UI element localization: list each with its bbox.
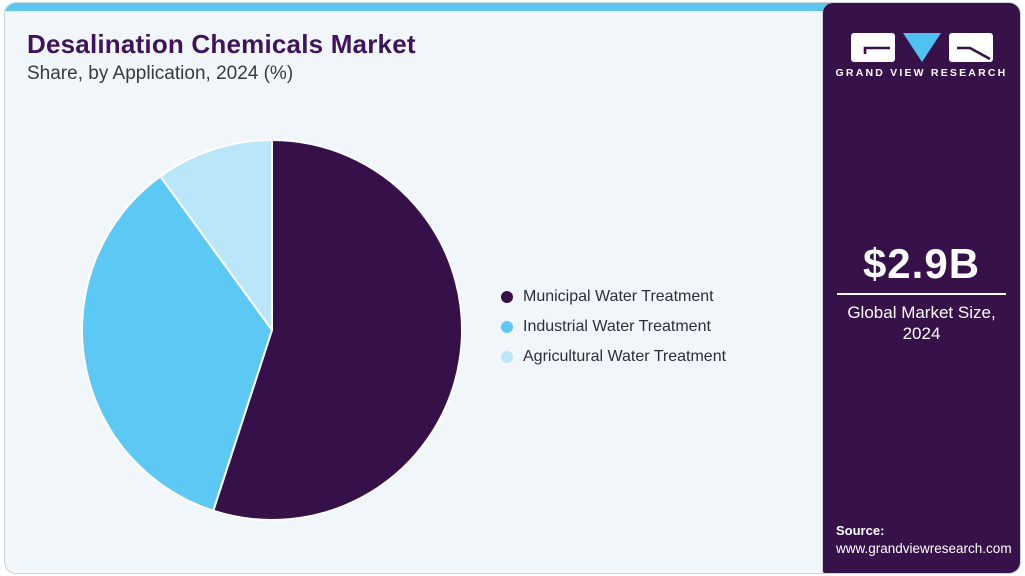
market-size-label: Global Market Size, 2024	[847, 303, 996, 343]
logo-v-triangle-icon	[902, 32, 942, 63]
page-title: Desalination Chemicals Market	[27, 29, 416, 59]
source-label: Source:	[836, 523, 885, 538]
legend-item-agricultural: Agricultural Water Treatment	[501, 346, 726, 368]
brand-sidebar: GRAND VIEW RESEARCH $2.9B Global Market …	[823, 3, 1020, 573]
industrial-color-dot-icon	[501, 321, 513, 333]
pie-slice-2	[159, 139, 273, 331]
market-size-divider	[837, 293, 1006, 295]
agricultural-color-dot-icon	[501, 351, 513, 363]
pie-slice-1	[81, 175, 273, 512]
logo-g-tile-icon	[850, 33, 895, 62]
pie-chart	[81, 139, 463, 521]
page-subtitle: Share, by Application, 2024 (%)	[27, 63, 294, 84]
legend-item-industrial: Industrial Water Treatment	[501, 316, 726, 338]
legend-label: Municipal Water Treatment	[523, 288, 714, 305]
legend-label: Agricultural Water Treatment	[523, 348, 727, 365]
chart-legend: Municipal Water Treatment Industrial Wat…	[501, 286, 726, 376]
legend-label: Industrial Water Treatment	[523, 318, 711, 335]
market-size-value: $2.9B	[862, 240, 981, 287]
accent-strip	[5, 3, 1020, 11]
logo-r-tile-icon	[948, 33, 993, 62]
pie-chart-container	[77, 135, 467, 525]
legend-item-municipal: Municipal Water Treatment	[501, 286, 726, 308]
report-card: Desalination Chemicals Market Share, by …	[4, 2, 1021, 574]
municipal-color-dot-icon	[501, 291, 513, 303]
market-size-block: $2.9B Global Market Size, 2024	[823, 243, 1020, 344]
pie-slice-0	[212, 139, 463, 521]
source-url: www.grandviewresearch.com	[836, 541, 1012, 556]
source-block: Source: www.grandviewresearch.com	[836, 522, 1012, 557]
brand-name: GRAND VIEW RESEARCH	[835, 67, 1008, 79]
grand-view-research-logo-icon	[823, 32, 1020, 63]
